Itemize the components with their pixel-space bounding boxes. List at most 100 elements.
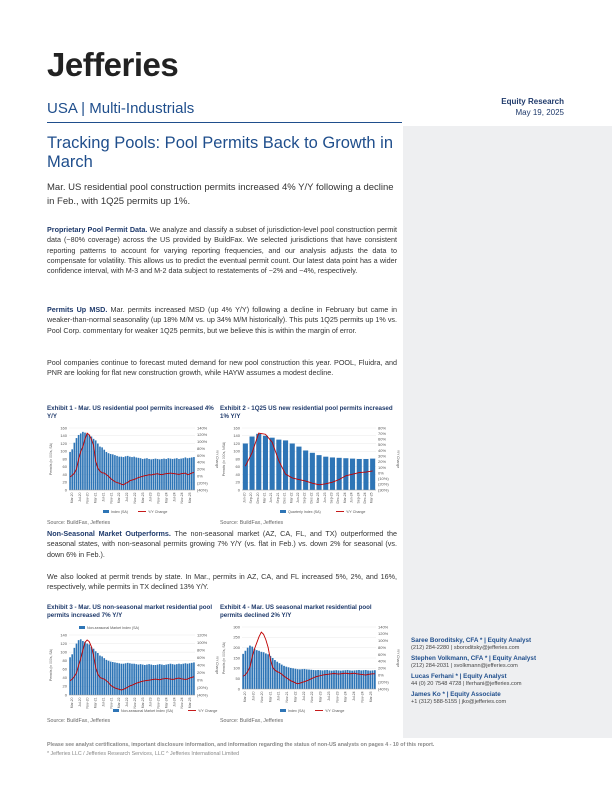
bar — [165, 664, 167, 695]
x-tick-label: Mar-23 — [316, 492, 320, 503]
bar — [71, 654, 74, 695]
bar — [114, 455, 116, 490]
report-date: May 19, 2025 — [515, 108, 564, 117]
legend-label: Non-seasonal Market Index (SA) — [87, 626, 139, 630]
bar — [278, 663, 281, 689]
bar — [294, 668, 297, 689]
analyst-contact[interactable]: (212) 284-2031 | svolkmann@jefferies.com — [411, 663, 518, 669]
bar — [173, 664, 176, 695]
x-tick-label: Jul-23 — [327, 691, 331, 700]
bar — [88, 644, 91, 695]
y-tick-label: 0 — [65, 487, 68, 492]
bar — [312, 669, 315, 689]
y-tick-label: 40 — [236, 472, 241, 477]
bar — [242, 653, 244, 689]
x-tick-label: Jul-20 — [78, 492, 82, 501]
x-tick-label: Mar-25 — [188, 697, 192, 708]
y-tick-label: 0 — [238, 487, 241, 492]
x-tick-label: Nov-24 — [360, 691, 364, 702]
bar — [264, 653, 267, 689]
bar — [146, 664, 148, 695]
bar — [188, 663, 191, 695]
y-tick-label: 60 — [63, 464, 68, 469]
bar — [116, 455, 118, 490]
paragraph-non-seasonal: Non-Seasonal Market Outperforms. The non… — [47, 529, 397, 560]
bar — [167, 458, 170, 490]
legend-swatch-bar — [280, 709, 286, 712]
bar — [120, 663, 123, 695]
bar — [262, 652, 265, 689]
bar — [144, 665, 146, 695]
sidebar-panel — [403, 126, 612, 738]
bar — [353, 670, 356, 689]
x-tick-label: Nov-22 — [133, 697, 137, 708]
x-tick-label: Jun-22 — [296, 492, 300, 502]
bar — [133, 663, 135, 695]
x-tick-label: Dec-20 — [256, 492, 260, 503]
y-tick-label: 20 — [236, 480, 241, 485]
bar — [79, 433, 82, 490]
x-tick-label: Mar-24 — [164, 492, 168, 503]
x-tick-label: Mar-20 — [70, 492, 74, 503]
y2-tick-label: 20% — [197, 467, 205, 472]
bar — [303, 668, 306, 689]
x-tick-label: Mar-21 — [94, 697, 98, 708]
analyst-name: James Ko * | Equity Associate — [411, 691, 501, 698]
bar — [324, 670, 326, 689]
bar — [139, 458, 142, 490]
bar — [141, 459, 144, 490]
y-tick-label: 60 — [63, 667, 68, 672]
y-tick-label: 140 — [233, 433, 240, 438]
bar — [109, 661, 112, 695]
bar — [303, 450, 309, 490]
analyst-contact[interactable]: (212) 284-2280 | sboroditsky@jefferies.c… — [411, 645, 520, 651]
bar — [271, 658, 274, 689]
analyst-list: Saree Boroditsky, CFA * | Equity Analyst… — [411, 637, 606, 709]
bar — [105, 659, 108, 695]
exhibit-4-chart: 0 50 100 150 200 250 300 (40%) (20%) 0% 20% 40% 60% 8… — [220, 623, 400, 715]
y-axis-label: Permits (in 000s, SA) — [49, 443, 53, 475]
analyst-contact[interactable]: 44 (0) 20 7548 4728 | lferhani@jefferies… — [411, 681, 522, 687]
x-tick-label: Jul-24 — [352, 691, 356, 700]
bar — [280, 664, 283, 689]
bar — [105, 452, 108, 490]
paragraph-body: The non-seasonal market (AZ, CA, FL, and… — [47, 529, 397, 559]
bar — [330, 670, 333, 689]
jefferies-logo: Jefferies — [47, 46, 179, 83]
bar — [283, 440, 289, 490]
bar — [135, 457, 138, 490]
paragraph-body: We analyze and classify a subset of juri… — [47, 225, 398, 276]
x-tick-label: Jun-20 — [242, 492, 246, 502]
bar — [94, 440, 97, 490]
bar — [371, 670, 374, 689]
x-tick-label: Mar-21 — [94, 492, 98, 503]
bar — [122, 457, 125, 490]
x-tick-label: Jul-21 — [101, 492, 105, 501]
bar — [180, 664, 182, 695]
x-tick-label: Jun-23 — [323, 492, 327, 502]
y-tick-label: 100 — [233, 666, 240, 671]
bar — [346, 669, 349, 689]
analyst-contact[interactable]: +1 (312) 588-5155 | jko@jefferies.com — [411, 699, 507, 705]
bar — [267, 654, 269, 689]
x-tick-label: Nov-21 — [285, 691, 289, 702]
bar — [180, 458, 182, 490]
yoy-line — [69, 639, 195, 691]
exhibit-4-source: Source: BuildFax, Jefferies — [220, 718, 284, 724]
analyst-name: Saree Boroditsky, CFA * | Equity Analyst — [411, 637, 532, 644]
paragraph-permits-up: Permits Up MSD. Mar. permits increased M… — [47, 305, 397, 336]
x-tick-label: Mar-23 — [141, 697, 145, 708]
bar — [326, 669, 329, 689]
exhibit-3-source: Source: BuildFax, Jefferies — [47, 718, 111, 724]
y2-tick-label: 80% — [197, 446, 205, 451]
bar — [337, 670, 340, 689]
bar — [301, 669, 304, 689]
bar — [253, 648, 256, 689]
bar — [363, 459, 369, 490]
bar — [99, 446, 101, 490]
bar — [99, 655, 101, 695]
lead-summary: Mar. US residential pool construction pe… — [47, 182, 394, 207]
x-tick-label: Jul-24 — [172, 697, 176, 706]
bar — [193, 457, 195, 490]
paragraph-heading: Permits Up MSD. — [47, 305, 108, 314]
